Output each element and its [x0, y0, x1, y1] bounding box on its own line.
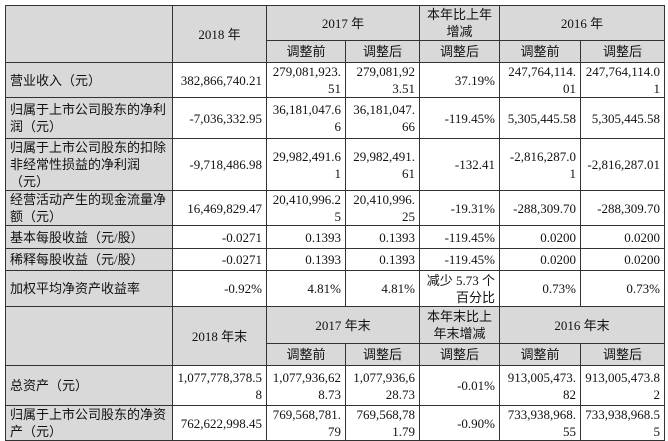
- row-label: 基本每股收益（元/股）: [5, 225, 173, 249]
- value-cell: 0.1393: [266, 248, 346, 271]
- value-cell: 0.0200: [499, 225, 581, 249]
- subheader-before: 调整前: [266, 40, 346, 63]
- value-cell: 20,410,996.25: [345, 190, 420, 226]
- header-change-end: 本年末比上年末增减: [419, 306, 500, 344]
- header-row-2: 2018 年末 2017 年末 本年末比上年末增减 2016 年末: [5, 306, 665, 366]
- value-cell: 29,982,491.61: [345, 138, 420, 191]
- header-blank: [5, 5, 173, 63]
- value-cell: 769,568,781.79: [345, 405, 420, 441]
- value-cell: 762,622,998.45: [172, 405, 267, 441]
- value-cell: 0.0200: [580, 248, 665, 271]
- value-cell: 0.1393: [266, 225, 346, 249]
- value-cell: 5,305,445.58: [499, 97, 581, 139]
- row-label: 总资产（元）: [5, 365, 173, 406]
- header-2018: 2018 年: [172, 5, 267, 63]
- row-label: 归属于上市公司股东的净利润（元）: [5, 97, 173, 139]
- value-cell: 1,077,778,378.58: [172, 365, 267, 406]
- subheader-after: 调整后: [345, 343, 420, 366]
- table-row: 加权平均净资产收益率 -0.92% 4.81% 4.81% 减少 5.73 个百分比 0.…: [5, 270, 665, 307]
- value-cell: -119.45%: [419, 97, 500, 139]
- header-blank: [5, 306, 173, 366]
- header-change: 本年比上年增减: [419, 5, 500, 41]
- table-row: 归属于上市公司股东的扣除非经常性损益的净利润（元） -9,718,486.98 29…: [5, 138, 665, 191]
- subheader-before: 调整前: [499, 343, 581, 366]
- value-cell: 733,938,968.55: [580, 405, 665, 441]
- row-label: 稀释每股收益（元/股）: [5, 248, 173, 271]
- row-label: 归属于上市公司股东的净资产（元）: [5, 405, 173, 441]
- value-cell: -0.0271: [172, 248, 267, 271]
- subheader-after: 调整后: [345, 40, 420, 63]
- value-cell: 913,005,473.82: [499, 365, 581, 406]
- value-cell: 913,005,473.82: [580, 365, 665, 406]
- value-cell: 5,305,445.58: [580, 97, 665, 139]
- header-2016: 2016 年: [499, 5, 665, 41]
- value-cell: -0.01%: [419, 365, 500, 406]
- subheader-after: 调整后: [580, 40, 665, 63]
- header-2017: 2017 年: [266, 5, 420, 41]
- row-label: 加权平均净资产收益率: [5, 270, 173, 307]
- subheader-after: 调整后: [419, 343, 500, 366]
- table-row: 营业收入（元） 382,866,740.21 279,081,923.51 279,0…: [5, 62, 665, 98]
- subheader-row: 调整前 调整后 调整后 调整前 调整后: [6, 40, 665, 63]
- value-cell: -0.92%: [172, 270, 267, 307]
- table-row: 经营活动产生的现金流量净额（元） 16,469,829.47 20,410,996.…: [5, 190, 665, 226]
- row-label: 经营活动产生的现金流量净额（元）: [5, 190, 173, 226]
- value-cell: 247,764,114.01: [499, 62, 581, 98]
- table-row: 归属于上市公司股东的净利润（元） -7,036,332.95 36,181,047.…: [5, 97, 665, 139]
- row-label: 营业收入（元）: [5, 62, 173, 98]
- value-cell: -119.45%: [419, 248, 500, 271]
- value-cell: 4.81%: [345, 270, 420, 307]
- value-cell: 279,081,923.51: [345, 62, 420, 98]
- value-cell: 0.0200: [499, 248, 581, 271]
- value-cell: 0.73%: [499, 270, 581, 307]
- value-cell: -288,309.70: [499, 190, 581, 226]
- value-cell: 0.1393: [345, 225, 420, 249]
- table-row: 稀释每股收益（元/股） -0.0271 0.1393 0.1393 -119.45% 0.…: [5, 248, 665, 271]
- value-cell: -2,816,287.01: [580, 138, 665, 191]
- header-2018-end: 2018 年末: [172, 306, 267, 366]
- value-cell: 0.0200: [580, 225, 665, 249]
- value-cell: 247,764,114.01: [580, 62, 665, 98]
- value-cell: 37.19%: [419, 62, 500, 98]
- table-row: 总资产（元） 1,077,778,378.58 1,077,936,628.73 1,…: [5, 365, 665, 406]
- subheader-before: 调整前: [266, 343, 346, 366]
- value-cell: 279,081,923.51: [266, 62, 346, 98]
- value-cell: -2,816,287.01: [499, 138, 581, 191]
- value-cell: 20,410,996.25: [266, 190, 346, 226]
- value-cell: -19.31%: [419, 190, 500, 226]
- value-cell: -119.45%: [419, 225, 500, 249]
- value-cell: -7,036,332.95: [172, 97, 267, 139]
- value-cell: -0.90%: [419, 405, 500, 441]
- value-cell: 0.1393: [345, 248, 420, 271]
- subheader-after: 调整后: [419, 40, 500, 63]
- value-cell: 4.81%: [266, 270, 346, 307]
- table-row: 基本每股收益（元/股） -0.0271 0.1393 0.1393 -119.45% 0.…: [5, 225, 665, 249]
- value-cell: 0.73%: [580, 270, 665, 307]
- value-cell: 1,077,936,628.73: [345, 365, 420, 406]
- value-cell: -132.41: [419, 138, 500, 191]
- row-label: 归属于上市公司股东的扣除非经常性损益的净利润（元）: [5, 138, 173, 191]
- subheader-before: 调整前: [499, 40, 581, 63]
- value-cell: -0.0271: [172, 225, 267, 249]
- header-row: 2018 年 2017 年 本年比上年增减 2016 年: [5, 5, 665, 63]
- value-cell: 1,077,936,628.73: [266, 365, 346, 406]
- header-2017-end: 2017 年末: [266, 306, 420, 344]
- value-cell: 29,982,491.61: [266, 138, 346, 191]
- value-cell: 36,181,047.66: [345, 97, 420, 139]
- value-cell: 382,866,740.21: [172, 62, 267, 98]
- header-2016-end: 2016 年末: [499, 306, 665, 344]
- value-cell: 36,181,047.66: [266, 97, 346, 139]
- value-cell: -9,718,486.98: [172, 138, 267, 191]
- value-cell: -288,309.70: [580, 190, 665, 226]
- value-cell: 769,568,781.79: [266, 405, 346, 441]
- value-cell: 733,938,968.55: [499, 405, 581, 441]
- financial-summary-table: 2018 年 2017 年 本年比上年增减 2016 年 调整前 调整后 调整后…: [5, 5, 665, 441]
- table-row: 归属于上市公司股东的净资产（元） 762,622,998.45 769,568,78…: [5, 405, 665, 441]
- subheader-after: 调整后: [580, 343, 665, 366]
- value-cell: 减少 5.73 个百分比: [419, 270, 500, 307]
- value-cell: 16,469,829.47: [172, 190, 267, 226]
